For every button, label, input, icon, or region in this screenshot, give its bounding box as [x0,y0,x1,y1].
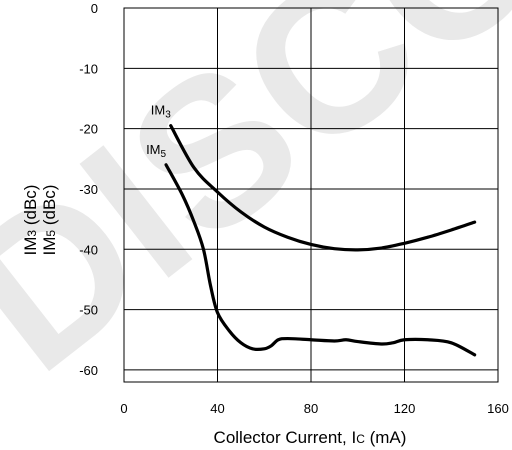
series-label-im3: IM3 [151,103,171,121]
y-tick-label: -50 [79,303,98,318]
x-tick-label: 120 [394,401,416,416]
series-lines [164,124,477,357]
x-axis-label: Collector Current, IC (mA) [214,428,407,447]
y-axis-label: IM3 (dBc) IM5 (dBc) [21,185,59,256]
x-tick-label: 80 [304,401,318,416]
x-tick-label: 40 [210,401,224,416]
watermark-text: DISCO [0,0,512,415]
x-tick-label: 160 [487,401,509,416]
y-tick-label: -10 [79,61,98,76]
y-tick-label: 0 [91,1,98,16]
series-line-im5 [164,163,477,357]
y-tick-label: -60 [79,363,98,378]
grid [124,8,498,382]
x-tick-labels: 0 40 80 120 160 [120,401,508,416]
y-tick-label: -40 [79,242,98,257]
plot-area [123,7,499,383]
series-labels: IM3 IM5 [146,103,171,160]
series-line-im3 [169,124,477,252]
svg-text:IM5 (dBc): IM5 (dBc) [40,185,59,256]
y-tick-label: -20 [79,122,98,137]
x-tick-label: 0 [120,401,127,416]
y-tick-labels: 0 -10 -20 -30 -40 -50 -60 [79,1,98,378]
series-label-im5: IM5 [146,142,166,160]
svg-text:IM3 (dBc): IM3 (dBc) [21,185,40,256]
y-tick-label: -30 [79,182,98,197]
